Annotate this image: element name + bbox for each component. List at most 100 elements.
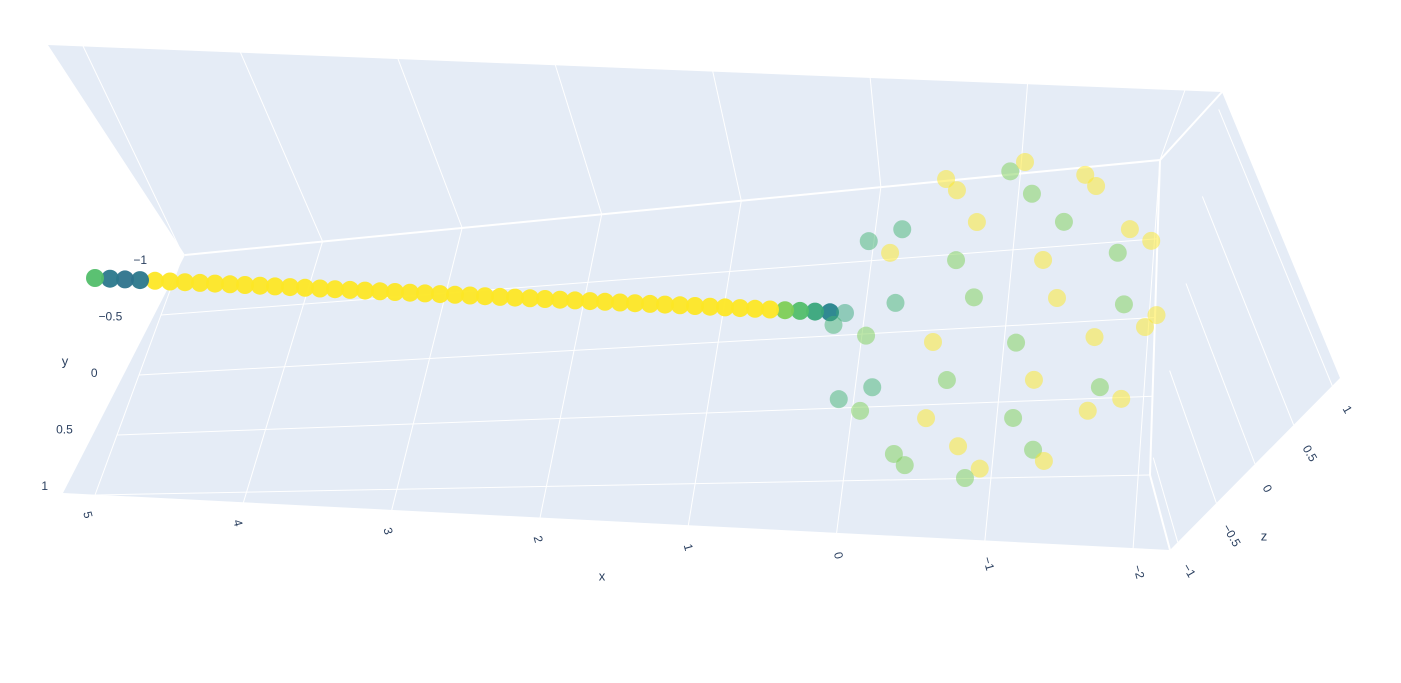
point xyxy=(937,371,956,390)
point xyxy=(446,285,464,304)
point xyxy=(1024,440,1043,459)
point xyxy=(956,469,974,487)
point xyxy=(746,299,764,318)
point xyxy=(1090,378,1109,397)
point xyxy=(596,292,614,311)
point xyxy=(581,292,599,311)
point xyxy=(371,282,389,301)
point xyxy=(341,280,359,299)
point xyxy=(281,278,299,297)
x-tick-label: 2 xyxy=(531,534,546,544)
point xyxy=(551,290,569,309)
point xyxy=(206,274,224,293)
point xyxy=(964,288,983,307)
point xyxy=(1147,306,1166,325)
y-grid-line xyxy=(138,317,1156,376)
point xyxy=(1007,333,1026,352)
point xyxy=(857,326,876,345)
point xyxy=(506,288,524,307)
point xyxy=(131,271,149,290)
point xyxy=(886,293,905,312)
point xyxy=(101,269,119,288)
point xyxy=(521,289,539,308)
point xyxy=(566,291,584,310)
point xyxy=(161,272,179,291)
y-grid-line xyxy=(94,474,1151,496)
point xyxy=(1078,401,1097,420)
point xyxy=(701,297,719,316)
z-grid-line xyxy=(1218,109,1333,387)
point xyxy=(947,181,966,200)
point xyxy=(1142,231,1161,250)
point xyxy=(917,409,936,428)
point xyxy=(829,390,848,409)
point xyxy=(949,437,968,456)
z-tick-label: 0 xyxy=(1260,482,1276,495)
point xyxy=(641,294,659,313)
x-tick-label: 3 xyxy=(380,526,395,536)
point xyxy=(1048,289,1066,307)
point xyxy=(716,298,734,317)
z-grid-line xyxy=(1201,196,1295,426)
labels: 5 4 3 2 1 0 −1 −2 −1 −0.5 0 0.5 1 −1 −0.5 0 0.5 1 xyxy=(41,253,1355,580)
point xyxy=(851,401,870,420)
x-tick-label: 4 xyxy=(230,518,245,528)
point xyxy=(1034,451,1053,470)
point xyxy=(937,170,956,189)
point xyxy=(893,220,912,239)
x-tick-label: 1 xyxy=(681,542,696,552)
point xyxy=(431,285,449,304)
point xyxy=(824,315,843,334)
point xyxy=(884,444,903,463)
point xyxy=(476,287,494,306)
point xyxy=(671,296,689,315)
point xyxy=(970,459,989,478)
z-tick-label: 0.5 xyxy=(1300,443,1321,465)
point xyxy=(967,213,986,232)
point xyxy=(1120,220,1139,239)
z-grid-line xyxy=(1169,370,1217,504)
point xyxy=(326,280,344,299)
y-tick-label: −1 xyxy=(133,253,147,267)
y-grid-line xyxy=(160,238,1158,316)
point xyxy=(191,273,209,292)
z-grid-line xyxy=(1185,283,1256,465)
point xyxy=(806,302,824,321)
x-tick-label: −1 xyxy=(980,555,997,572)
point xyxy=(1001,162,1020,181)
x-tick-label: 5 xyxy=(80,510,95,520)
z-tick-label: 1 xyxy=(1340,403,1356,416)
point xyxy=(461,286,479,305)
point xyxy=(266,277,284,296)
point xyxy=(656,295,674,314)
point xyxy=(236,276,254,294)
point xyxy=(1022,184,1041,203)
point xyxy=(924,333,942,351)
x-axis-title: x xyxy=(599,568,606,583)
point xyxy=(251,276,269,295)
point xyxy=(1004,408,1023,427)
point xyxy=(116,270,134,289)
x-tick-label: −2 xyxy=(1130,563,1147,580)
point xyxy=(386,283,404,301)
point xyxy=(416,284,434,303)
point xyxy=(1016,153,1034,171)
point xyxy=(491,287,509,306)
y-axis-title: y xyxy=(62,353,69,368)
y-tick-label: −0.5 xyxy=(99,310,123,324)
point xyxy=(86,269,104,287)
point xyxy=(836,304,854,322)
point xyxy=(146,271,164,290)
point xyxy=(1034,250,1053,269)
point xyxy=(356,281,374,300)
point xyxy=(611,293,629,312)
point xyxy=(1136,318,1154,336)
point xyxy=(791,301,809,320)
point xyxy=(731,299,749,318)
point xyxy=(895,456,914,475)
point xyxy=(1112,389,1131,408)
y-tick-label: 1 xyxy=(41,479,48,493)
point xyxy=(176,273,194,292)
y-grid-line xyxy=(116,395,1153,436)
